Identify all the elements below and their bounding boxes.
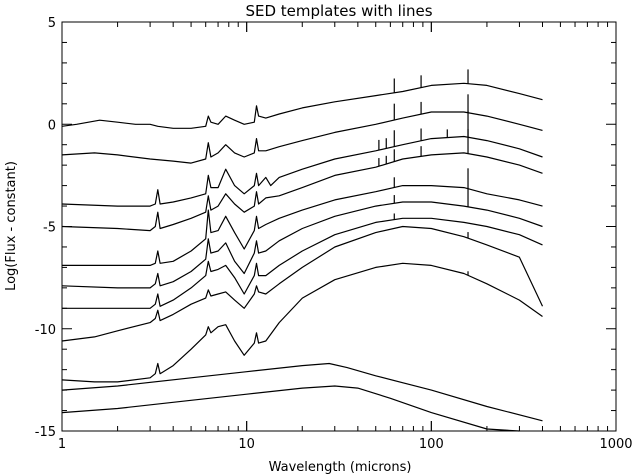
sed-curve-9 [61,262,543,383]
y-tick-label: -15 [35,425,56,440]
series-group [61,69,544,432]
sed-curve-4 [61,152,543,232]
x-tick-label: 100 [419,437,444,452]
x-tick-label: 10 [238,437,255,452]
sed-curve-1 [61,82,543,129]
sed-curve-2 [61,111,543,164]
plot-frame [61,21,617,432]
sed-curve-8 [61,225,544,342]
y-tick-label: -10 [35,323,56,338]
sed-curve-7 [62,217,543,309]
sed-curve-3 [61,135,543,207]
x-tick-label: 1 [58,437,66,452]
y-tick-label: 5 [48,16,56,31]
sed-curve-10 [61,362,543,422]
sed-curve-6 [61,201,543,289]
x-tick-label: 1000 [599,437,632,452]
y-tick-label: -5 [43,221,56,236]
chart-title: SED templates with lines [245,2,432,20]
y-axis-label: Log(Flux - constant) [4,161,19,291]
sed-curve-5 [62,185,543,266]
sed-curve-11 [61,385,520,432]
y-tick-label: 0 [48,118,56,133]
x-axis-label: Wavelength (microns) [269,460,412,475]
axis-ticks: 1 10 100 1000 5 0 -5 -10 -15 [35,16,633,452]
